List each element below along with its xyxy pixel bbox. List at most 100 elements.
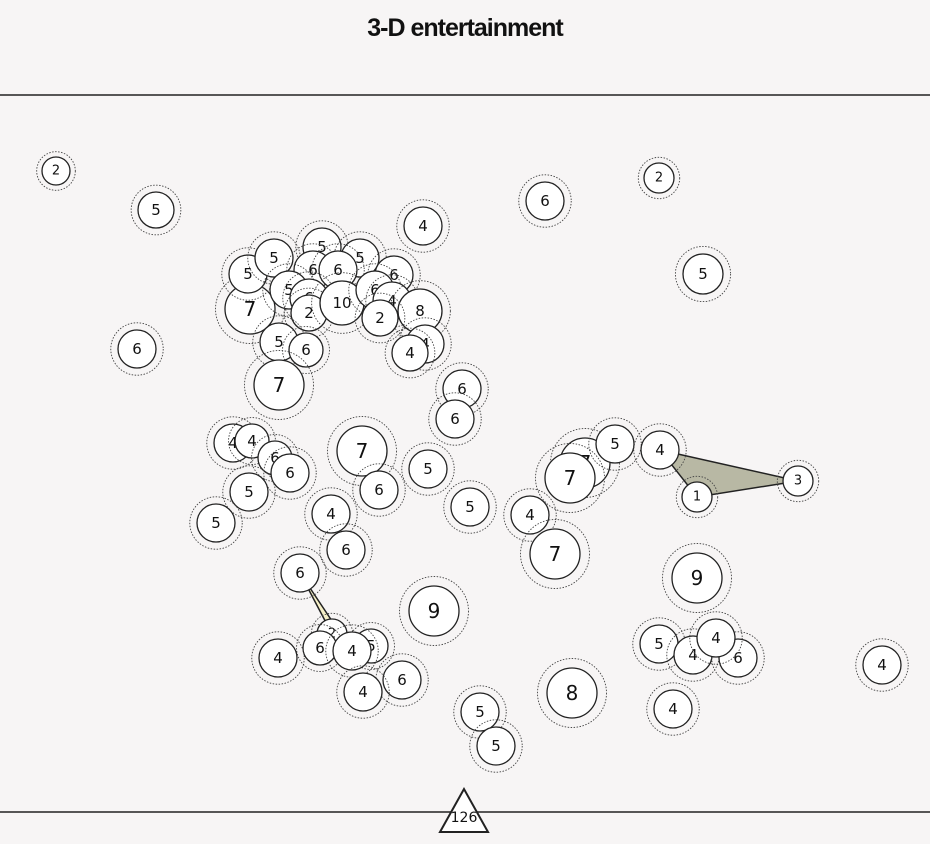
node-37: 6 [352, 463, 406, 517]
node-halo [518, 174, 572, 228]
node-circle [681, 481, 713, 513]
node-circle [682, 253, 724, 295]
node-circle [253, 359, 305, 411]
node-circle [382, 660, 422, 700]
node-circle [460, 692, 500, 732]
node-59: 4 [336, 665, 390, 719]
node-halo [384, 327, 436, 379]
node-halo [443, 480, 497, 534]
node-circle [196, 503, 236, 543]
node-label: 6 [374, 481, 384, 499]
node-0: 2 [36, 151, 76, 191]
node-circle [343, 672, 383, 712]
node-27: 7 [244, 350, 314, 420]
node-circle [476, 726, 516, 766]
node-label: 6 [370, 281, 380, 299]
node-label: 6 [389, 266, 399, 284]
node-halo [130, 184, 182, 236]
node-label: 5 [284, 281, 294, 299]
node-halo [646, 682, 700, 736]
node-52: 9 [399, 576, 469, 646]
node-label: 6 [295, 564, 305, 582]
node-circle [671, 552, 723, 604]
node-halo [189, 496, 243, 550]
node-label: 9 [691, 566, 704, 590]
node-label: 5 [475, 703, 485, 721]
node-2: 6 [110, 322, 164, 376]
triangle-1 [658, 448, 799, 498]
node-5: 2 [637, 156, 681, 200]
node-56: 4 [325, 624, 379, 678]
node-label: 6 [540, 192, 550, 210]
node-halo [244, 350, 314, 420]
node-40: 4 [304, 487, 358, 541]
node-30: 7 [327, 416, 397, 486]
node-label: 8 [566, 681, 579, 705]
node-halo [352, 463, 406, 517]
node-47: 3 [776, 459, 820, 503]
node-circle [450, 487, 490, 527]
node-label: 4 [347, 642, 357, 660]
node-circle [311, 494, 351, 534]
node-halo [263, 446, 317, 500]
node-circle [359, 470, 399, 510]
footer-triangle-icon [438, 786, 490, 833]
node-halo [453, 685, 507, 739]
node-label: 4 [247, 432, 257, 450]
node-circle [408, 585, 460, 637]
node-halo [336, 665, 390, 719]
node-label: 4 [418, 217, 428, 235]
node-halo [251, 631, 305, 685]
node-label: 5 [654, 635, 664, 653]
node-circle [361, 299, 399, 337]
node-halo [311, 243, 365, 297]
node-label: 5 [355, 249, 365, 267]
node-label: 7 [564, 466, 577, 490]
node-label: 4 [228, 434, 238, 452]
node-48: 1 [675, 475, 719, 519]
node-label: 5 [274, 333, 284, 351]
node-circle [408, 449, 448, 489]
node-halo [435, 362, 489, 416]
node-label: 6 [733, 649, 743, 667]
node-circle [288, 332, 324, 368]
node-halo [304, 487, 358, 541]
node-circle [640, 430, 680, 470]
node-51: 9 [662, 543, 732, 613]
node-label: 6 [315, 639, 325, 657]
node-label: 6 [270, 449, 280, 467]
node-halo [399, 576, 469, 646]
node-label: 7 [356, 439, 369, 463]
node-label: 6 [333, 261, 343, 279]
node-13: 6 [311, 243, 365, 297]
node-label: 4 [387, 292, 397, 310]
node-39: 5 [443, 480, 497, 534]
page-title: 3-D entertainment [367, 14, 564, 42]
node-halo [633, 423, 687, 477]
node-halo [675, 475, 719, 519]
node-68: 4 [855, 638, 909, 692]
node-halo [674, 245, 732, 303]
node-label: 2 [375, 309, 385, 327]
node-label: 6 [285, 464, 295, 482]
node-label: 8 [415, 302, 425, 320]
node-label: 7 [549, 542, 562, 566]
node-halo [354, 292, 406, 344]
node-24: 4 [384, 327, 436, 379]
node-label: 2 [304, 304, 314, 322]
node-60: 8 [537, 658, 607, 728]
node-6: 5 [674, 245, 732, 303]
node-26: 6 [282, 326, 330, 374]
node-label: 4 [655, 441, 665, 459]
node-67: 4 [646, 682, 700, 736]
node-label: 6 [397, 671, 407, 689]
node-halo [689, 611, 743, 665]
node-layer: 2564625755556665621064824456766744665565… [36, 151, 909, 773]
node-label: 5 [211, 514, 221, 532]
node-50: 7 [520, 519, 590, 589]
node-halo [110, 322, 164, 376]
node-label: 4 [877, 656, 887, 674]
node-label: 5 [269, 249, 279, 267]
node-41: 6 [319, 523, 373, 577]
